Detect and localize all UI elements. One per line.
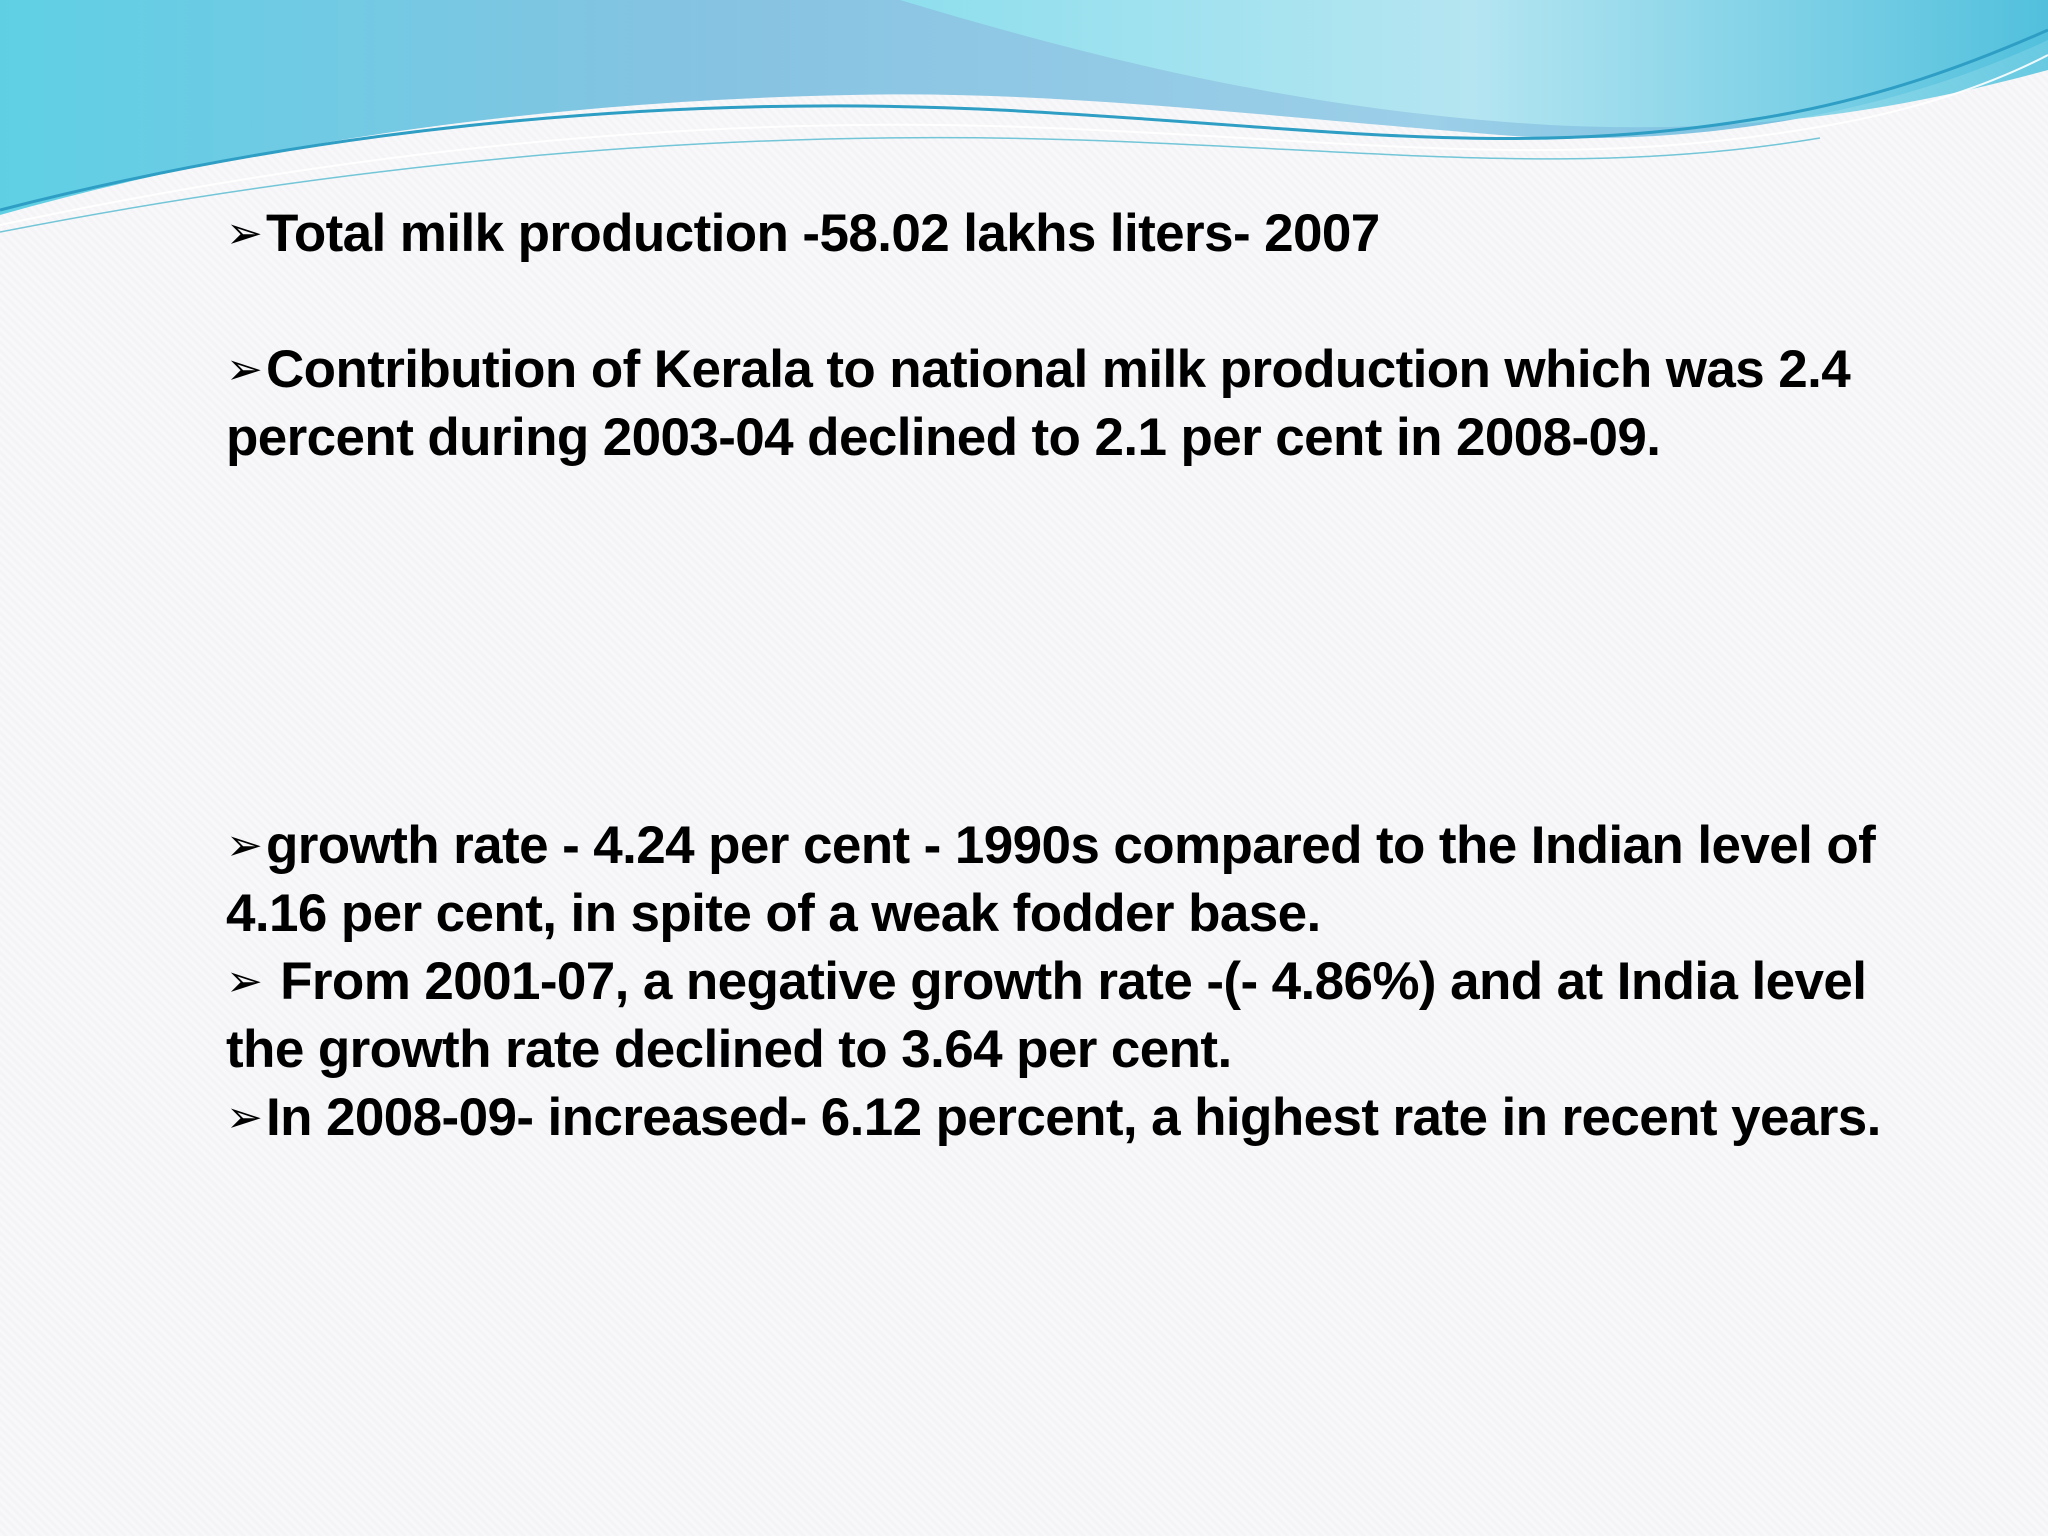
bullet-item: ➢ From 2001-07, a negative growth rate -… bbox=[226, 948, 1906, 1084]
header-wave-decoration bbox=[0, 0, 2048, 233]
bullet-text: In 2008-09- increased- 6.12 percent, a h… bbox=[266, 1088, 1881, 1147]
bullet-item: ➢growth rate - 4.24 per cent - 1990s com… bbox=[226, 812, 1906, 948]
arrow-bullet-icon: ➢ bbox=[226, 209, 263, 258]
bullet-text: Total milk production -58.02 lakhs liter… bbox=[266, 204, 1380, 263]
bullet-item: ➢Total milk production -58.02 lakhs lite… bbox=[226, 200, 1906, 268]
bullet-text: From 2001-07, a negative growth rate -(-… bbox=[226, 952, 1867, 1079]
bullet-item: ➢Contribution of Kerala to national milk… bbox=[226, 336, 1906, 472]
arrow-bullet-icon: ➢ bbox=[226, 957, 263, 1006]
arrow-bullet-icon: ➢ bbox=[226, 1093, 263, 1142]
bullet-text: growth rate - 4.24 per cent - 1990s comp… bbox=[226, 816, 1876, 943]
slide-body: ➢Total milk production -58.02 lakhs lite… bbox=[226, 200, 1906, 1152]
arrow-bullet-icon: ➢ bbox=[226, 821, 263, 870]
bullet-item: ➢In 2008-09- increased- 6.12 percent, a … bbox=[226, 1084, 1906, 1152]
arrow-bullet-icon: ➢ bbox=[226, 345, 263, 394]
bullet-text: Contribution of Kerala to national milk … bbox=[226, 340, 1851, 467]
